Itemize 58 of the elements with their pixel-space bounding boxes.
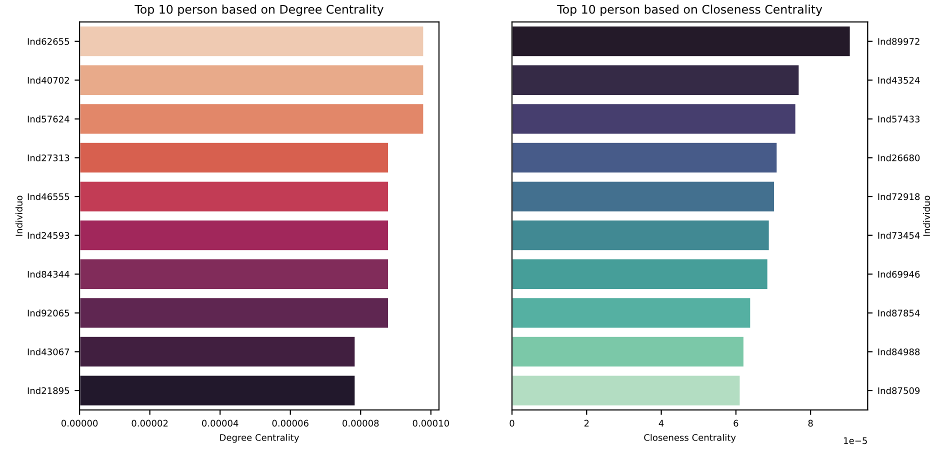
x-tick-label: 0.00004 bbox=[202, 420, 238, 427]
bar bbox=[512, 180, 776, 213]
bar bbox=[80, 64, 425, 96]
y-tick-label: Ind73454 bbox=[878, 232, 920, 239]
bar bbox=[512, 142, 778, 174]
bar bbox=[512, 258, 769, 290]
bar bbox=[512, 25, 852, 58]
x-tick-label: 0.00010 bbox=[412, 420, 449, 427]
text: 1e−5 bbox=[844, 437, 867, 444]
y-tick-label: Ind69946 bbox=[878, 270, 920, 278]
bar bbox=[80, 142, 390, 174]
bar bbox=[512, 219, 770, 252]
bar bbox=[512, 296, 752, 330]
y-tick-label: Ind62655 bbox=[28, 38, 70, 45]
y-tick-label: Ind24593 bbox=[28, 232, 70, 239]
bar bbox=[80, 25, 425, 58]
x-tick-label: 0.00008 bbox=[342, 420, 379, 427]
bar bbox=[80, 102, 425, 136]
bar bbox=[512, 336, 745, 368]
y-tick-label: Ind40702 bbox=[28, 76, 69, 84]
y-axis-title: Individuo bbox=[923, 196, 930, 236]
y-tick-label: Ind27313 bbox=[28, 154, 70, 162]
y-tick-label: Ind84988 bbox=[878, 348, 920, 356]
y-tick-label: Ind57624 bbox=[28, 116, 70, 122]
bar bbox=[512, 64, 800, 96]
y-tick-label: Ind57433 bbox=[878, 116, 920, 122]
chart-title: Top 10 person based on Degree Centrality bbox=[134, 4, 384, 16]
y-tick-label: Ind92065 bbox=[28, 310, 70, 316]
bar bbox=[80, 374, 356, 407]
y-tick-label: Ind87854 bbox=[878, 310, 920, 316]
bar bbox=[512, 102, 797, 136]
bar bbox=[512, 374, 742, 407]
bar bbox=[80, 219, 390, 252]
bar bbox=[80, 296, 390, 330]
x-tick-label: 6 bbox=[734, 420, 738, 427]
x-axis-title: Degree Centrality bbox=[220, 434, 299, 443]
chart-title: Top 10 person based on Closeness Centrality bbox=[557, 4, 822, 16]
x-tick-label: 0 bbox=[510, 420, 514, 427]
x-axis-title: Closeness Centrality bbox=[644, 434, 736, 443]
x-tick-label: 0.00002 bbox=[132, 420, 168, 427]
x-tick-label: 0.00000 bbox=[61, 420, 98, 427]
x-tick-label: 4 bbox=[658, 420, 664, 427]
y-tick-label: Ind21895 bbox=[28, 387, 70, 394]
y-tick-label: Ind43524 bbox=[878, 76, 920, 84]
y-tick-label: Ind26680 bbox=[878, 154, 920, 162]
y-tick-label: Ind46555 bbox=[28, 193, 70, 200]
bar bbox=[80, 180, 390, 213]
bar bbox=[80, 336, 356, 368]
x-tick-label: 0.00006 bbox=[272, 420, 308, 427]
y-tick-label: Ind43067 bbox=[28, 348, 70, 356]
x-tick-label: 2 bbox=[584, 420, 589, 427]
y-tick-label: Ind87509 bbox=[878, 387, 920, 394]
y-tick-label: Ind84344 bbox=[28, 270, 70, 278]
y-tick-label: Ind72918 bbox=[878, 193, 920, 200]
y-axis-title: Individuo bbox=[15, 196, 22, 236]
bar bbox=[80, 258, 390, 290]
x-tick-label: 8 bbox=[808, 420, 813, 427]
y-tick-label: Ind89972 bbox=[878, 38, 920, 45]
